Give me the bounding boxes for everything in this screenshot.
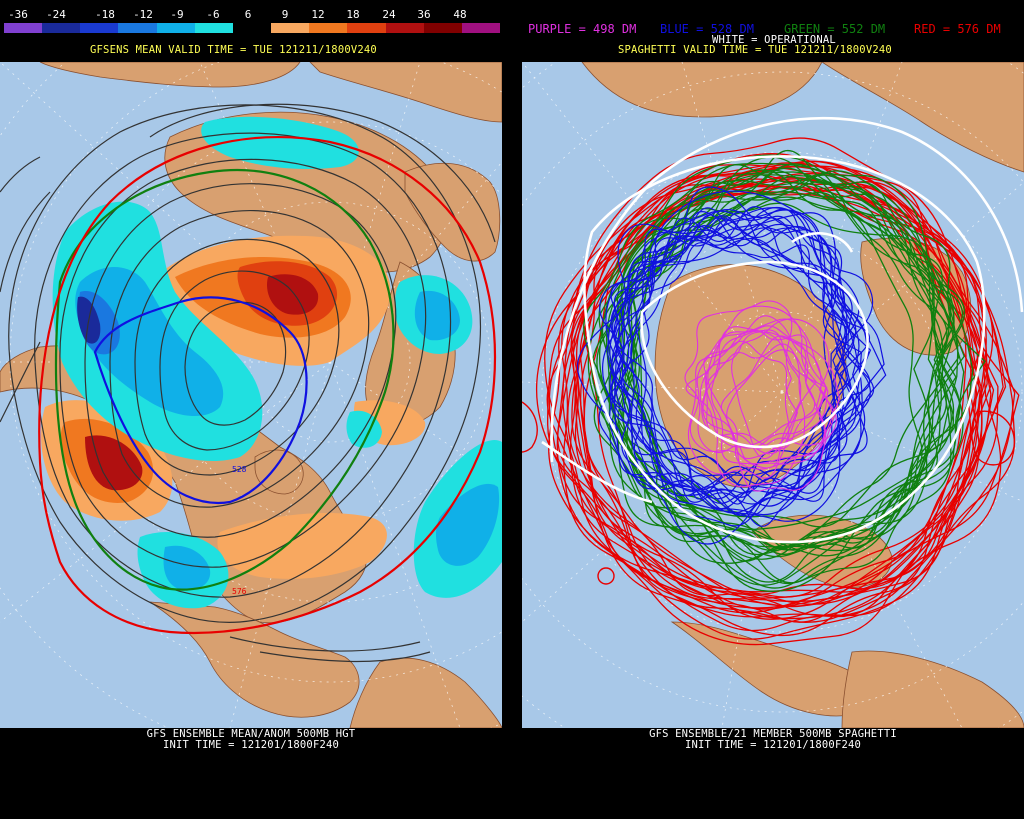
- colorbar-label: -18: [95, 8, 115, 21]
- green-member-contour: [587, 169, 965, 547]
- purple-member-contour: [685, 326, 828, 448]
- blue-member-contour: [611, 209, 874, 491]
- green-member-contour: [622, 163, 944, 556]
- colorbar-swatch: [271, 23, 310, 33]
- red-member-contour: [571, 165, 983, 607]
- purple-member-contour: [710, 325, 841, 465]
- colorbar-labels: -36 -24 -18 -12 -9 -6 6 9 12 18 24 36 48: [0, 8, 502, 22]
- colorbar-swatch: [347, 23, 386, 33]
- purple-498dm-contours: [684, 300, 841, 492]
- left-footer-title: GFS ENSEMBLE MEAN/ANOM 500MB HGT: [146, 728, 356, 740]
- colorbar-label: 48: [453, 8, 467, 21]
- green-member-contour: [626, 174, 960, 549]
- colorbar-swatch: [118, 23, 157, 33]
- colorbar-label: 24: [382, 8, 396, 21]
- purple-member-contour: [731, 318, 837, 450]
- right-map: [522, 62, 1024, 728]
- colorbar-label: 12: [311, 8, 325, 21]
- left-map: 528 576: [0, 62, 502, 728]
- colorbar-swatch: [232, 23, 272, 33]
- purple-member-contour: [720, 335, 827, 470]
- colorbar-swatch: [80, 23, 119, 33]
- land-masses: [0, 62, 502, 728]
- colorbar-label: -6: [206, 8, 220, 21]
- colorbar-label: -36: [8, 8, 28, 21]
- green-member-contour: [621, 169, 923, 531]
- green-member-contour: [591, 164, 955, 560]
- green-legend: GREEN = 552 DM: [784, 22, 886, 36]
- purple-member-contour: [706, 343, 806, 488]
- colorbar-label: -12: [133, 8, 153, 21]
- blue-member-contour: [601, 215, 848, 498]
- green-member-contour: [596, 190, 964, 528]
- red-member-contour: [562, 172, 984, 593]
- height-contours: [0, 103, 496, 663]
- green-member-contour: [605, 196, 959, 557]
- colorbar: [4, 23, 501, 33]
- isolated-red-contours: [522, 401, 1016, 585]
- blue-member-contour: [609, 227, 861, 514]
- colorbar-label: -9: [170, 8, 184, 21]
- green-member-contour: [631, 174, 950, 583]
- right-footer-title: GFS ENSEMBLE/21 MEMBER 500MB SPAGHETTI: [649, 728, 897, 740]
- purple-member-contour: [687, 340, 799, 479]
- spaghetti-panel: PURPLE = 498 DM BLUE = 528 DM GREEN = 55…: [522, 0, 1024, 819]
- purple-member-contour: [704, 331, 826, 465]
- colorbar-swatch: [385, 23, 424, 33]
- blue-legend: BLUE = 528 DM: [660, 22, 754, 36]
- purple-member-contour: [707, 305, 817, 460]
- colorbar-swatch: [423, 23, 462, 33]
- right-footer-init: INIT TIME = 121201/1800F240: [684, 739, 862, 751]
- purple-legend: PURPLE = 498 DM: [528, 22, 637, 36]
- colorbar-swatch: [309, 23, 348, 33]
- panel-divider: [502, 0, 522, 819]
- red-member-contour: [567, 185, 992, 605]
- colorbar-swatch: [4, 23, 43, 33]
- colorbar-label: 18: [346, 8, 360, 21]
- colorbar-label: 6: [244, 8, 252, 21]
- red-member-contour: [535, 162, 1007, 620]
- colorbar-label: -24: [46, 8, 66, 21]
- highlight-contours: [38, 136, 497, 635]
- purple-member-contour: [701, 315, 816, 450]
- contour-label: 528: [232, 465, 247, 474]
- purple-member-contour: [699, 329, 827, 449]
- blue-member-contour: [630, 186, 863, 517]
- left-valid-time: GFSENS MEAN VALID TIME = TUE 121211/1800…: [90, 44, 377, 56]
- white-legend: WHITE = OPERATIONAL: [712, 34, 836, 46]
- blue-member-contour: [598, 214, 855, 545]
- blue-528dm-contours: [576, 186, 887, 545]
- blue-member-contour: [610, 212, 871, 491]
- colorbar-swatch: [42, 23, 81, 33]
- blue-member-contour: [576, 207, 844, 516]
- mean-anomaly-panel: -36 -24 -18 -12 -9 -6 6 9 12 18 24 36 48…: [0, 0, 502, 819]
- colorbar-swatch: [461, 23, 501, 33]
- colorbar-label: 9: [281, 8, 289, 21]
- red-member-contour: [575, 178, 1002, 620]
- colorbar-swatch: [194, 23, 233, 33]
- contour-label: 576: [232, 587, 247, 596]
- left-footer-init: INIT TIME = 121201/1800F240: [162, 739, 340, 751]
- right-valid-time: SPAGHETTI VALID TIME = TUE 121211/1800V2…: [618, 44, 892, 56]
- operational-contours: [541, 116, 1024, 544]
- colorbar-label: 36: [417, 8, 431, 21]
- purple-member-contour: [684, 300, 793, 455]
- red-legend: RED = 576 DM: [914, 22, 1001, 36]
- blue-member-contour: [612, 190, 860, 510]
- colorbar-swatch: [156, 23, 195, 33]
